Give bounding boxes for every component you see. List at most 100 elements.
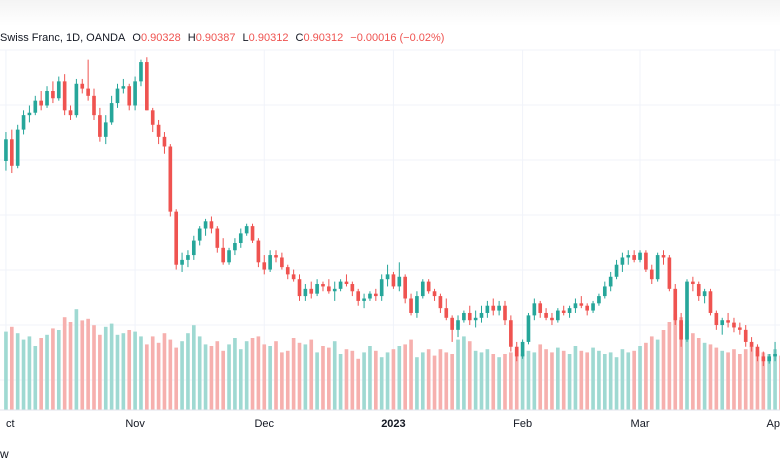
close-value: 0.90312 (303, 32, 344, 44)
candle (233, 238, 237, 256)
candle-body (708, 291, 713, 313)
x-tick-label: Mar (631, 418, 650, 430)
candle (714, 310, 719, 330)
candle-body (297, 279, 302, 297)
candle-body (262, 262, 267, 270)
candle-body (450, 317, 454, 330)
volume-bar (268, 346, 272, 410)
candle-body (520, 341, 525, 357)
candle-body (309, 288, 314, 294)
candle-body (644, 252, 648, 270)
open-readout: O0.90328 (132, 32, 180, 44)
x-tick-label: Feb (513, 418, 532, 430)
candle-body (567, 308, 572, 313)
volume-bar (321, 346, 325, 410)
candle-body (655, 255, 660, 280)
volume-bar (9, 326, 14, 410)
volume-bar (485, 349, 490, 410)
candle-body (303, 288, 308, 297)
volume-bar (638, 346, 642, 410)
candle-body (98, 115, 102, 137)
candle-body (597, 296, 601, 304)
candle (415, 291, 419, 318)
volume-bar (667, 322, 672, 410)
candle (244, 223, 249, 236)
volume-bar (673, 314, 678, 410)
volume-bar (80, 320, 85, 410)
volume-bar (649, 336, 654, 410)
candle-body (127, 86, 132, 106)
volume-bar (303, 344, 308, 410)
volume-bar (644, 342, 648, 410)
candle-body (726, 320, 730, 323)
volume-bar (285, 350, 290, 410)
volume-bar (62, 317, 67, 410)
volume-bar (426, 349, 431, 410)
candle (608, 271, 613, 292)
candle (520, 339, 525, 359)
high-readout: H0.90387 (188, 32, 236, 44)
candle-body (233, 243, 237, 251)
candle (473, 310, 478, 328)
candle (509, 315, 513, 352)
volume-bar (379, 357, 384, 410)
candle (385, 264, 390, 287)
volume-bar (174, 347, 179, 410)
volume-bar (338, 354, 343, 410)
candle (4, 132, 8, 171)
candle (732, 317, 736, 333)
candle (39, 91, 43, 111)
candle-body (397, 276, 402, 287)
candle-body (285, 267, 290, 275)
volume-bar (244, 341, 249, 410)
candle-body (51, 91, 55, 99)
volume-bar (732, 349, 736, 410)
volume-bar (15, 333, 20, 410)
candle (773, 341, 777, 362)
candle (186, 250, 190, 268)
candle-body (215, 228, 220, 248)
candle-body (532, 303, 537, 316)
candle (315, 279, 319, 297)
candle-body (497, 305, 501, 311)
volume-bar (109, 323, 114, 410)
volume-bar (274, 341, 278, 410)
candle-body (556, 310, 560, 321)
volume-bar (544, 349, 548, 410)
candle-body (485, 305, 490, 313)
volume-bar (473, 350, 478, 410)
volume-bar (420, 352, 425, 410)
volume-bar (773, 349, 777, 410)
candle-body (27, 112, 32, 116)
volume-bar (209, 346, 214, 410)
candle (338, 279, 343, 292)
volume-bar (432, 355, 437, 410)
volume-bar (749, 346, 754, 410)
candle-body (338, 281, 343, 289)
bottom-link-text[interactable]: w (0, 447, 9, 461)
candle-body (679, 320, 683, 340)
candle (374, 288, 378, 301)
candle (156, 119, 161, 145)
volume-bar (655, 339, 660, 410)
candle (585, 303, 590, 316)
volume-bar (761, 352, 766, 410)
candle (532, 298, 537, 321)
candle (191, 235, 196, 260)
candle-body (256, 240, 261, 263)
candle (56, 76, 61, 101)
candle (514, 341, 519, 362)
candle-body (356, 291, 361, 301)
candle-body (544, 312, 548, 318)
volume-bar (262, 344, 267, 410)
volume-bar (297, 342, 302, 410)
candle (327, 279, 331, 294)
candle-body (696, 284, 701, 297)
candle (256, 238, 261, 268)
candle-body (321, 284, 325, 287)
candle-body (614, 264, 619, 277)
candle-body (579, 303, 584, 306)
candle (391, 271, 396, 289)
candle-body (550, 317, 554, 321)
